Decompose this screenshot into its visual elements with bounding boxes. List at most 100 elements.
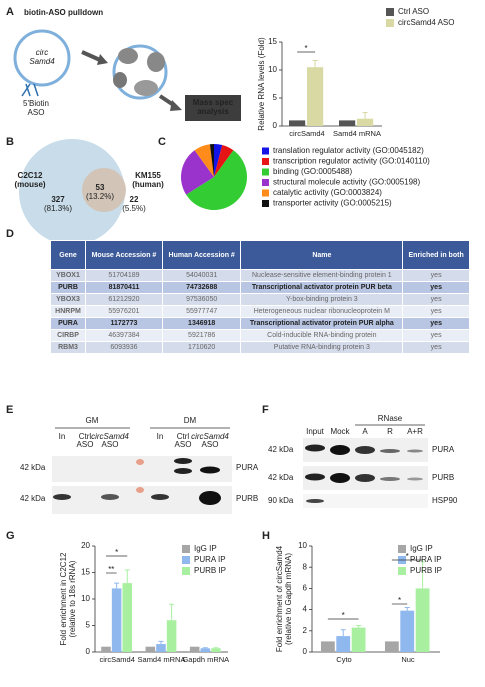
band [305,473,325,481]
bar [189,646,200,652]
row: PURB 81870411 74732688 Transcriptional acti… [49,281,470,294]
bar [289,120,306,126]
y-axis-label: Relative RNA levels (Fold) [257,37,266,131]
x-tick-label: Gapdh mRNA [182,655,230,664]
cell: 54040031 [161,269,242,282]
x-tick-label: Samd4 mRNA [333,129,381,138]
mw-marker: 90 kDa [268,496,294,505]
bar [351,627,366,652]
legend-label: Ctrl ASO [398,7,429,16]
circ-rna-bound [112,44,168,100]
legend-swatch [262,179,269,186]
legend-swatch [182,545,190,553]
y-tick-label: 5 [86,621,91,630]
y-tick-label: 10 [81,594,90,603]
ms-label: analysis [197,107,229,116]
legend-swatch [386,19,394,27]
error-bar [124,569,130,584]
x-tick-label-box: Samd4 mRNA [138,655,186,664]
pie-slice [209,144,214,177]
venn-human [82,168,126,212]
y-tick-label: 10 [298,541,307,550]
protein-label: PURB [236,494,258,503]
bar [415,588,430,652]
y-axis-label: Fold enrichment of circSamd4 [275,545,284,652]
y-tick-label: 6 [303,584,308,593]
cell: 5921786 [161,329,242,342]
legend-swatch [398,567,406,575]
header-cell: Enriched in both [402,240,470,270]
band [380,449,400,453]
sig-label: * [305,44,308,53]
cell: Transcriptional activator protein PUR al… [240,317,404,330]
cell: yes [402,317,470,330]
legend-swatch [398,545,406,553]
x-tick-label-box: circSamd4 [289,129,324,138]
band [174,468,192,474]
band [380,477,400,481]
lane-label: ASO [202,440,219,449]
lane-label: A+R [407,427,423,436]
error-bar [114,582,120,589]
cell: yes [402,305,470,318]
protein [113,72,127,88]
circ-label: circ [36,48,48,57]
ms-label: Mass spec [193,98,234,107]
legend-label: PURA IP [410,555,442,564]
legend-label: PURB IP [410,566,442,575]
error-bar [340,629,346,637]
cell: yes [402,269,470,282]
legend-label: IgG IP [410,544,433,553]
cell: Cold-inducible RNA-binding protein [240,329,404,342]
protein [118,48,138,64]
bar [211,648,221,652]
legend-label: PURB IP [194,566,226,575]
row: YBOX3 61212920 97536050 Y-box-binding prote… [49,293,470,306]
legend-label: structural molecule activity (GO:0005198… [273,178,421,187]
band [407,449,423,453]
row: RBM3 6093936 1710620 Putative RNA-binding p… [49,341,470,354]
band [199,491,221,505]
circ-label: Samd4 [29,57,55,66]
cell: yes [402,293,470,306]
venn-count: (13.2%) [86,192,114,201]
venn-mouse [19,139,125,245]
row: HNRPM 55976201 55977747 Heterogeneous nucle… [49,305,470,318]
venn-label: C2C12 [18,171,43,180]
x-tick-label: Cyto [336,655,352,664]
cell: YBOX1 [49,269,87,282]
lane-label: ASO [102,440,119,449]
venn-label: KM155 [135,171,161,180]
sig-label: * [115,548,118,557]
error-bar [213,647,219,649]
panel-label: A [6,6,14,18]
venn-label: (mouse) [14,180,45,189]
venn-count: (5.5%) [122,204,146,213]
group-label: DM [184,416,197,425]
error-bar [404,606,410,611]
legend-label: transcription regulator activity (GO:014… [273,157,430,166]
error-bar [420,561,426,589]
aso-label: 5'Biotin [23,99,49,108]
error-bar [202,647,208,649]
y-tick-label: 5 [273,93,278,102]
bar [145,646,156,652]
protein-label: PURA [432,445,455,454]
protein-label: PURA [236,463,259,472]
band [53,494,71,500]
mw-marker: 42 kDa [20,494,46,503]
bar [111,588,122,652]
aso-label: ASO [28,108,45,117]
row: YBOX1 51704189 54040031 Nuclease-sensitive … [49,269,470,282]
x-tick-label: circSamd4 [99,655,135,664]
legend-label: binding (GO:0005488) [273,167,353,176]
band [174,458,192,464]
panel-label: C [158,136,166,148]
cell: CIRBP [49,329,87,342]
y-tick-label: 4 [303,605,308,614]
pie-slice [186,150,248,211]
bar [320,641,335,652]
bar [384,641,399,652]
panel-label: G [6,530,15,542]
pie-slice [181,150,214,195]
